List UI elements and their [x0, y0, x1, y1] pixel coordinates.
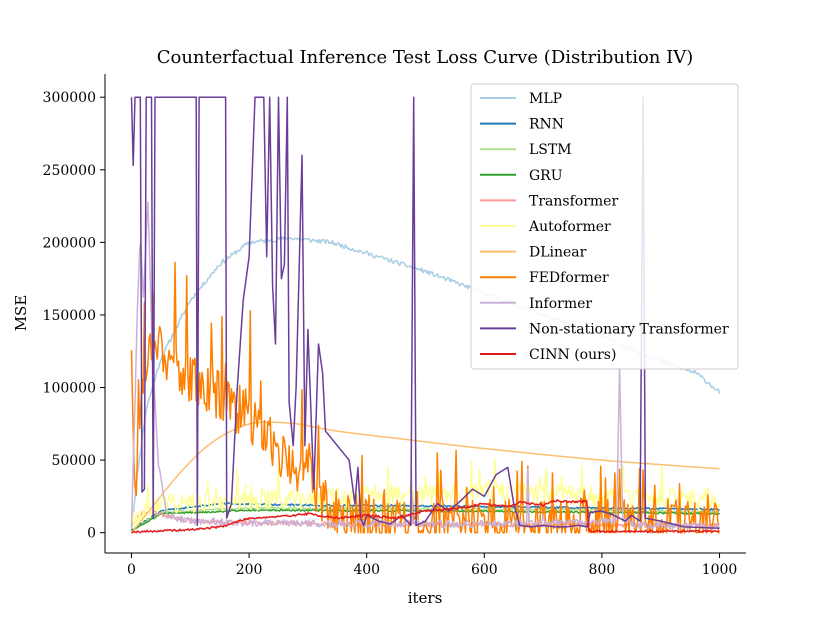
series-line-cinn-ours [131, 499, 720, 534]
x-tick-label: 1000 [702, 562, 738, 578]
x-tick-label: 400 [353, 562, 380, 578]
series-layer [130, 96, 721, 534]
axes [104, 74, 746, 554]
y-tick-label: 250000 [43, 163, 96, 179]
y-tick-label: 300000 [43, 90, 96, 106]
legend-label-rnn: RNN [529, 117, 564, 133]
series-line-dlinear [130, 421, 720, 534]
y-tick-label: 200000 [43, 235, 96, 251]
x-tick-label: 200 [236, 562, 263, 578]
legend-frame [470, 83, 739, 370]
legend: MLP RNN LSTM GRU Transformer Autoformer DLinea… [470, 83, 739, 370]
y-tick-label: 100000 [43, 381, 96, 397]
legend-label-lstm: LSTM [529, 142, 572, 158]
chart-title: Counterfactual Inference Test Loss Curve… [157, 47, 694, 68]
series-line-informer [130, 201, 721, 531]
legend-label-dlinear: DLinear [529, 245, 587, 261]
legend-label-autoformer: Autoformer [528, 219, 611, 235]
legend-label-fedformer: FEDformer [529, 270, 609, 286]
ticks: 0 200 400 600 800 1000 0 50000 100000 150000 20000… [43, 90, 738, 578]
y-tick-label: 50000 [51, 453, 96, 469]
x-axis-label: iters [408, 589, 443, 607]
series-line-transformer [130, 509, 720, 529]
series-line-rnn [131, 502, 720, 531]
legend-label-cinn-ours: CINN (ours) [529, 347, 616, 363]
legend-label-gru: GRU [529, 168, 563, 184]
legend-label-transformer: Transformer [529, 193, 618, 209]
y-tick-label: 150000 [43, 308, 96, 324]
series-line-non-stationary-transformer [130, 96, 720, 530]
x-tick-label: 600 [471, 562, 498, 578]
x-tick-label: 0 [127, 562, 136, 578]
y-tick-label: 0 [87, 526, 96, 542]
legend-label-informer: Informer [529, 296, 592, 312]
y-axis-label: MSE [12, 295, 30, 332]
x-tick-label: 800 [589, 562, 616, 578]
legend-label-non-stationary-transformer: Non-stationary Transformer [529, 321, 729, 337]
legend-label-mlp: MLP [529, 91, 562, 107]
